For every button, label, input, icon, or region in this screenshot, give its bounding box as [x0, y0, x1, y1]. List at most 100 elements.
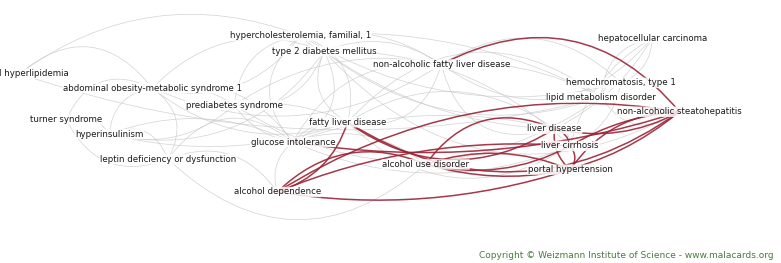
FancyArrowPatch shape — [168, 151, 277, 192]
Text: Copyright © Weizmann Institute of Science - www.malacards.org: Copyright © Weizmann Institute of Scienc… — [479, 251, 773, 260]
FancyArrowPatch shape — [601, 38, 652, 97]
FancyArrowPatch shape — [301, 32, 441, 64]
FancyArrowPatch shape — [234, 97, 601, 162]
FancyArrowPatch shape — [348, 122, 570, 178]
FancyArrowPatch shape — [66, 79, 152, 120]
FancyArrowPatch shape — [109, 122, 348, 146]
FancyArrowPatch shape — [324, 51, 679, 154]
FancyArrowPatch shape — [555, 38, 652, 129]
Text: glucose intolerance: glucose intolerance — [251, 138, 335, 146]
Text: prediabetes syndrome: prediabetes syndrome — [186, 101, 283, 110]
Text: non-alcoholic steatohepatitis: non-alcoholic steatohepatitis — [617, 107, 742, 116]
Text: abdominal obesity-metabolic syndrome 1: abdominal obesity-metabolic syndrome 1 — [62, 84, 242, 93]
FancyArrowPatch shape — [621, 38, 652, 83]
FancyArrowPatch shape — [277, 103, 679, 192]
FancyArrowPatch shape — [109, 105, 234, 140]
FancyArrowPatch shape — [269, 36, 301, 142]
FancyArrowPatch shape — [293, 112, 679, 153]
FancyArrowPatch shape — [293, 115, 555, 142]
FancyArrowPatch shape — [555, 129, 570, 146]
FancyArrowPatch shape — [426, 153, 570, 170]
FancyArrowPatch shape — [601, 83, 621, 97]
FancyArrowPatch shape — [348, 91, 555, 129]
FancyArrowPatch shape — [277, 144, 570, 192]
FancyArrowPatch shape — [570, 83, 621, 146]
FancyArrowPatch shape — [109, 88, 152, 134]
FancyArrowPatch shape — [301, 33, 601, 97]
FancyArrowPatch shape — [441, 38, 621, 83]
FancyArrowPatch shape — [348, 52, 601, 122]
FancyArrowPatch shape — [555, 112, 679, 134]
FancyArrowPatch shape — [277, 122, 348, 192]
FancyArrowPatch shape — [20, 14, 301, 74]
FancyArrowPatch shape — [301, 36, 324, 51]
FancyArrowPatch shape — [277, 170, 570, 200]
Text: liver disease: liver disease — [527, 124, 582, 133]
FancyArrowPatch shape — [168, 159, 426, 220]
FancyArrowPatch shape — [275, 142, 293, 192]
FancyArrowPatch shape — [293, 51, 334, 142]
FancyArrowPatch shape — [426, 112, 679, 176]
FancyArrowPatch shape — [234, 36, 301, 105]
FancyArrowPatch shape — [301, 36, 351, 122]
FancyArrowPatch shape — [426, 118, 555, 164]
FancyArrowPatch shape — [555, 129, 570, 146]
Text: hyperinsulinism: hyperinsulinism — [75, 130, 144, 139]
FancyArrowPatch shape — [109, 119, 293, 142]
Text: familial hyperlipidemia: familial hyperlipidemia — [0, 69, 69, 78]
FancyArrowPatch shape — [570, 112, 679, 146]
FancyArrowPatch shape — [324, 51, 555, 129]
Text: non-alcoholic fatty liver disease: non-alcoholic fatty liver disease — [373, 60, 510, 69]
FancyArrowPatch shape — [441, 64, 555, 134]
FancyArrowPatch shape — [20, 74, 601, 130]
FancyArrowPatch shape — [324, 51, 570, 146]
FancyArrowPatch shape — [555, 129, 570, 170]
FancyArrowPatch shape — [152, 38, 324, 88]
Text: fatty liver disease: fatty liver disease — [308, 118, 387, 127]
FancyArrowPatch shape — [293, 142, 570, 173]
FancyArrowPatch shape — [234, 105, 293, 142]
Text: lipid metabolism disorder: lipid metabolism disorder — [547, 93, 656, 102]
FancyArrowPatch shape — [20, 47, 152, 88]
Text: portal hypertension: portal hypertension — [528, 165, 612, 174]
Text: type 2 diabetes mellitus: type 2 diabetes mellitus — [272, 47, 376, 56]
FancyArrowPatch shape — [152, 88, 348, 134]
FancyArrowPatch shape — [348, 122, 555, 160]
FancyArrowPatch shape — [324, 51, 601, 115]
FancyArrowPatch shape — [66, 117, 109, 134]
FancyArrowPatch shape — [570, 146, 575, 170]
FancyArrowPatch shape — [601, 97, 679, 125]
FancyArrowPatch shape — [152, 64, 441, 116]
FancyArrowPatch shape — [168, 118, 293, 159]
FancyArrowPatch shape — [293, 63, 441, 142]
FancyArrowPatch shape — [234, 51, 324, 106]
FancyArrowPatch shape — [109, 51, 324, 140]
FancyArrowPatch shape — [152, 86, 234, 105]
Text: hepatocellular carcinoma: hepatocellular carcinoma — [597, 34, 707, 43]
Text: turner syndrome: turner syndrome — [30, 115, 102, 124]
FancyArrowPatch shape — [301, 36, 621, 97]
FancyArrowPatch shape — [348, 112, 679, 172]
FancyArrowPatch shape — [66, 120, 168, 166]
Text: leptin deficiency or dysfunction: leptin deficiency or dysfunction — [100, 155, 236, 164]
FancyArrowPatch shape — [441, 63, 601, 97]
FancyArrowPatch shape — [570, 38, 652, 146]
FancyArrowPatch shape — [152, 88, 177, 159]
FancyArrowPatch shape — [441, 38, 679, 112]
FancyArrowPatch shape — [293, 134, 426, 164]
FancyArrowPatch shape — [426, 146, 570, 170]
FancyArrowPatch shape — [109, 129, 168, 159]
FancyArrowPatch shape — [234, 58, 441, 105]
FancyArrowPatch shape — [234, 103, 348, 122]
FancyArrowPatch shape — [293, 122, 348, 142]
FancyArrowPatch shape — [318, 51, 348, 122]
Text: liver cirrhosis: liver cirrhosis — [541, 141, 599, 150]
Text: hemochromatosis, type 1: hemochromatosis, type 1 — [566, 78, 676, 87]
Text: alcohol dependence: alcohol dependence — [234, 188, 321, 196]
Text: hypercholesterolemia, familial, 1: hypercholesterolemia, familial, 1 — [230, 31, 371, 40]
FancyArrowPatch shape — [152, 84, 293, 142]
FancyArrowPatch shape — [152, 36, 301, 93]
FancyArrowPatch shape — [570, 112, 679, 170]
FancyArrowPatch shape — [277, 152, 426, 192]
FancyArrowPatch shape — [324, 41, 441, 64]
